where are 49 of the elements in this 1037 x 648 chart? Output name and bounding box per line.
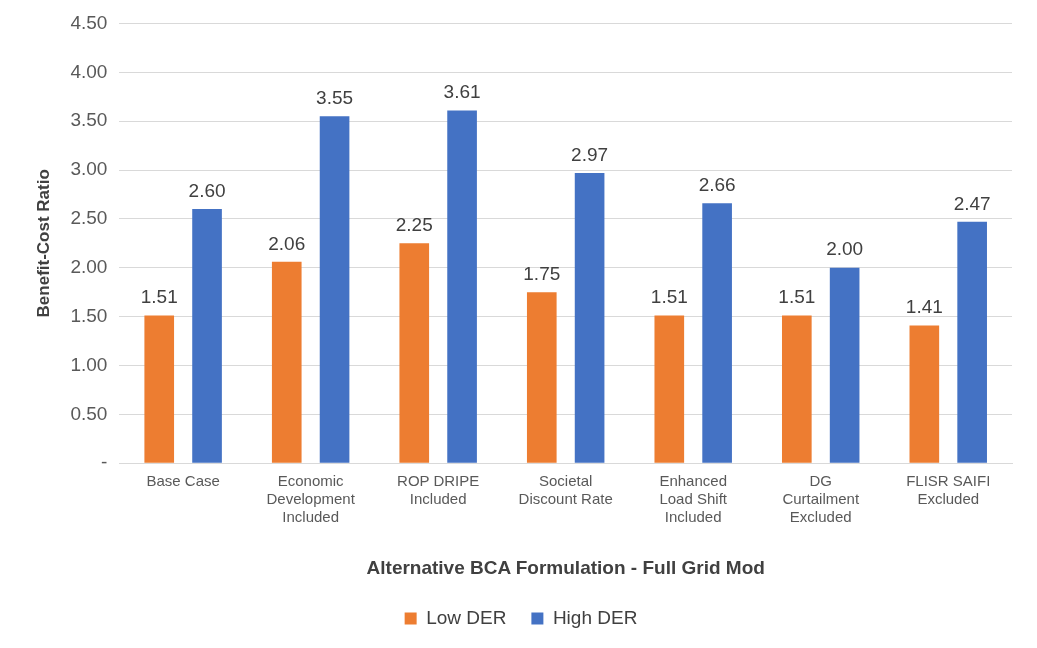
x-tick-label: Base Case (146, 472, 220, 490)
bar (526, 292, 557, 463)
bar (192, 209, 222, 463)
bar (319, 116, 350, 463)
bar (144, 315, 175, 463)
bar (781, 315, 812, 463)
data-label: 1.51 (650, 286, 688, 308)
x-tick-label: DG Curtailment Excluded (782, 472, 860, 526)
data-label: 2.66 (698, 173, 736, 195)
data-label: 2.97 (571, 143, 609, 165)
legend-label: Low DER (426, 606, 507, 628)
data-label: 3.61 (443, 81, 481, 103)
y-tick-label: 1.00 (70, 353, 108, 375)
x-axis-title: Alternative BCA Formulation - Full Grid Mod (366, 556, 765, 578)
data-label: 1.75 (523, 262, 561, 284)
y-tick-label: 1.50 (70, 304, 108, 326)
y-tick-label: 3.50 (70, 109, 108, 131)
y-tick-label: 2.50 (70, 207, 108, 229)
x-tick-label: Economic Development Included (266, 472, 356, 526)
y-axis-title: Benefit-Cost Ratio (33, 169, 53, 318)
data-label: 2.47 (953, 192, 991, 214)
x-tick-label: Enhanced Load Shift Included (659, 472, 728, 526)
y-tick-label: 0.50 (70, 402, 108, 424)
bar (909, 325, 940, 463)
y-tick-label: 2.00 (70, 255, 108, 277)
bar (702, 203, 732, 463)
bar (829, 267, 860, 463)
bar (957, 221, 987, 463)
y-tick-label: - (101, 451, 108, 473)
x-tick-label: ROP DRIPE Included (397, 472, 480, 508)
legend-label: High DER (552, 606, 638, 628)
data-label: 2.00 (826, 238, 864, 260)
data-label: 1.51 (140, 286, 178, 308)
bar (654, 315, 685, 463)
y-tick-label: 4.50 (70, 11, 108, 33)
bar (447, 110, 477, 463)
data-label: 2.25 (395, 214, 433, 236)
data-label: 1.51 (778, 286, 816, 308)
y-tick-label: 3.00 (70, 158, 108, 180)
data-label: 2.60 (188, 179, 226, 201)
bar (399, 243, 430, 463)
data-label: 1.41 (905, 296, 943, 318)
bar (574, 172, 605, 463)
bar (271, 261, 302, 463)
x-tick-label: FLISR SAIFI Excluded (906, 472, 991, 508)
data-label: 2.06 (268, 232, 306, 254)
x-tick-label: Societal Discount Rate (518, 472, 613, 508)
data-label: 3.55 (316, 86, 354, 108)
y-tick-label: 4.00 (70, 60, 108, 82)
